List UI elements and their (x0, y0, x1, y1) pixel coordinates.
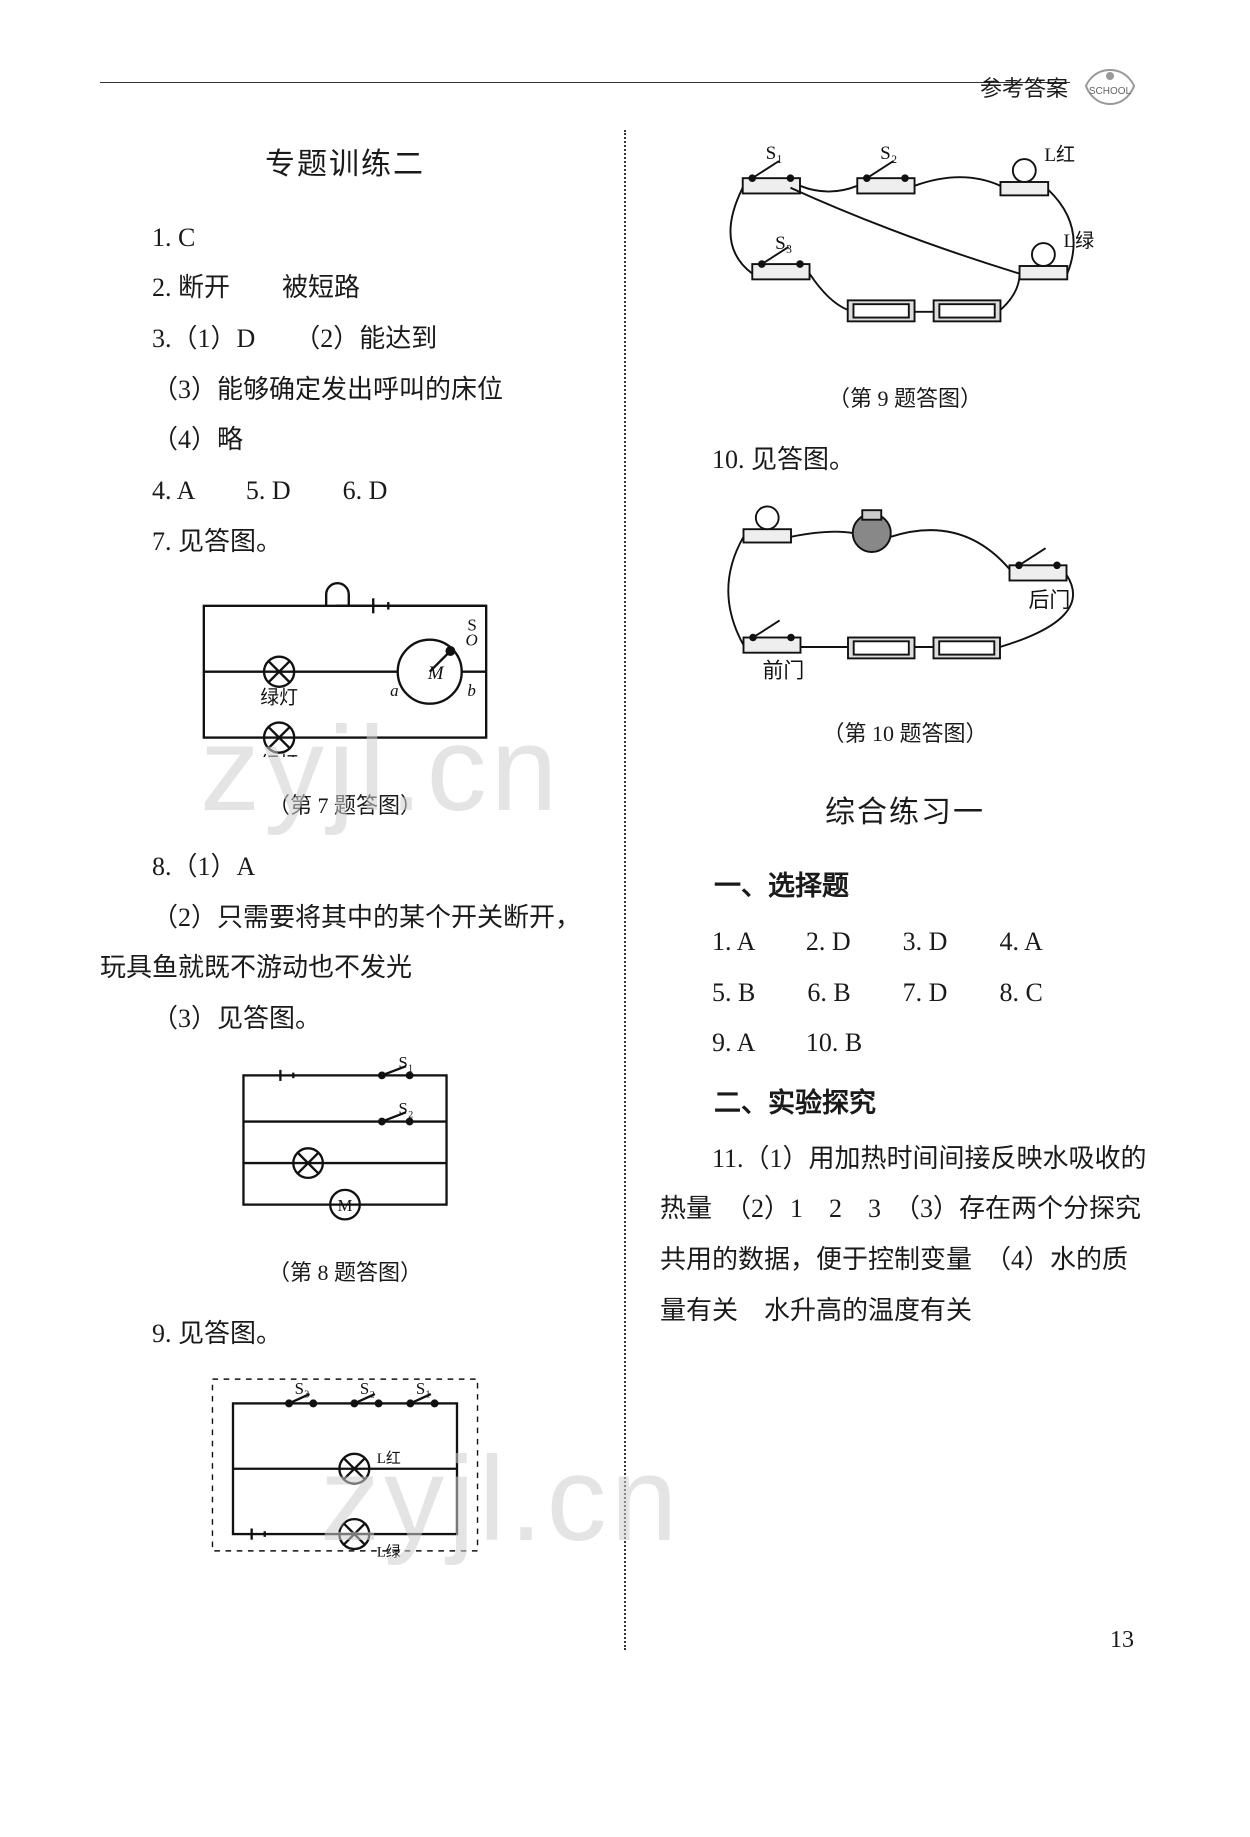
section-title-right: 综合练习一 (660, 784, 1150, 843)
q2: 2. 断开 被短路 (100, 263, 590, 314)
header-right: 参考答案 SCHOOL (980, 64, 1140, 110)
bell-icon (853, 510, 891, 552)
fig7-b: b (467, 681, 475, 700)
q8-2-text: （2）只需要将其中的某个开关断开，玩具鱼就既不游动也不发光 (100, 903, 581, 983)
figure-7: O M S 绿灯 红灯 a b (100, 577, 590, 775)
fig10-back: 后门 (1029, 588, 1071, 612)
fig7-a: a (390, 681, 398, 700)
switch-s2-icon (857, 161, 914, 193)
fig9-caption: （第 9 题答图） (660, 378, 1150, 421)
q4-6: 4. A 5. D 6. D (100, 466, 590, 517)
fig7-green: 绿灯 (260, 687, 298, 709)
battery-1-icon (848, 300, 915, 321)
fig9-s1: S₁ (766, 143, 783, 164)
fig9b-l2: L绿 (377, 1543, 401, 1560)
fig8-s2: S₂ (399, 1099, 414, 1118)
q3-3: （3）能够确定发出呼叫的床位 (100, 365, 590, 416)
figure-10: 前门 后门 (660, 495, 1150, 703)
q3-4: （4）略 (100, 415, 590, 466)
q8-2: （2）只需要将其中的某个开关断开，玩具鱼就既不游动也不发光 (100, 893, 590, 994)
q11-text: 11.（1）用加热时间间接反映水吸收的热量 （2）1 2 3 （3）存在两个分探… (660, 1144, 1147, 1325)
q9: 9. 见答图。 (100, 1309, 590, 1360)
svg-text:M: M (338, 1196, 353, 1215)
left-column: 专题训练二 1. C 2. 断开 被短路 3.（1）D （2）能达到 （3）能够… (100, 130, 590, 1650)
figure-9-pictorial: S₁ S₂ L红 S₃ L绿 (660, 140, 1150, 368)
q10: 10. 见答图。 (660, 435, 1150, 486)
lamp-l1-icon (1000, 159, 1048, 195)
fig9b-s1: S₁ (416, 1379, 431, 1398)
battery-2-icon (934, 300, 1001, 321)
fig9b-l1: L红 (377, 1450, 401, 1467)
page-number: 13 (1110, 1627, 1134, 1654)
section-title-left: 专题训练二 (100, 136, 590, 195)
fig9-l1: L红 (1044, 144, 1075, 166)
fig7-caption: （第 7 题答图） (100, 785, 590, 828)
figure-9-schematic: S₃ S₂ S₁ L红 L绿 (100, 1370, 590, 1578)
fig8-caption: （第 8 题答图） (100, 1252, 590, 1295)
mc-row2: 5. B 6. B 7. D 8. C (660, 968, 1150, 1019)
battery-b-icon (934, 638, 1001, 659)
fig9-s2: S₂ (880, 143, 897, 164)
q1: 1. C (100, 213, 590, 264)
switch-front-icon (744, 621, 801, 653)
column-divider (624, 130, 626, 1650)
q7: 7. 见答图。 (100, 517, 590, 568)
badge-text: SCHOOL (1089, 86, 1132, 97)
fig9-s3: S₃ (775, 233, 792, 254)
fig9-l2: L绿 (1063, 230, 1094, 252)
fig9b-s3: S₃ (295, 1379, 310, 1398)
right-column: S₁ S₂ L红 S₃ L绿 （第 9 题答图） 10. 见答图。 (660, 130, 1150, 1650)
q8-1: 8.（1）A (100, 842, 590, 893)
q11: 11.（1）用加热时间间接反映水吸收的热量 （2）1 2 3 （3）存在两个分探… (660, 1134, 1150, 1337)
header-rule (100, 82, 1070, 83)
q3: 3.（1）D （2）能达到 (100, 314, 590, 365)
fig10-caption: （第 10 题答图） (660, 713, 1150, 756)
svg-text:S: S (467, 616, 476, 635)
school-badge-icon: SCHOOL (1080, 64, 1140, 110)
lamp-l2-icon (1020, 243, 1068, 279)
header-label: 参考答案 (980, 71, 1068, 103)
fig8-s1: S₁ (399, 1055, 414, 1072)
switch-back-icon (1010, 548, 1067, 580)
mc-row1: 1. A 2. D 3. D 4. A (660, 917, 1150, 968)
exp-heading: 二、实验探究 (660, 1077, 1150, 1130)
fig10-front: 前门 (763, 659, 805, 683)
mc-heading: 一、选择题 (660, 860, 1150, 913)
fig7-red: 红灯 (260, 753, 298, 757)
lamp-icon (744, 507, 792, 543)
figure-8: M S₁ S₂ (100, 1055, 590, 1243)
mc-row3: 9. A 10. B (660, 1018, 1150, 1069)
q8-3: （3）见答图。 (100, 994, 590, 1045)
battery-a-icon (848, 638, 915, 659)
fig9b-s2: S₂ (360, 1379, 375, 1398)
